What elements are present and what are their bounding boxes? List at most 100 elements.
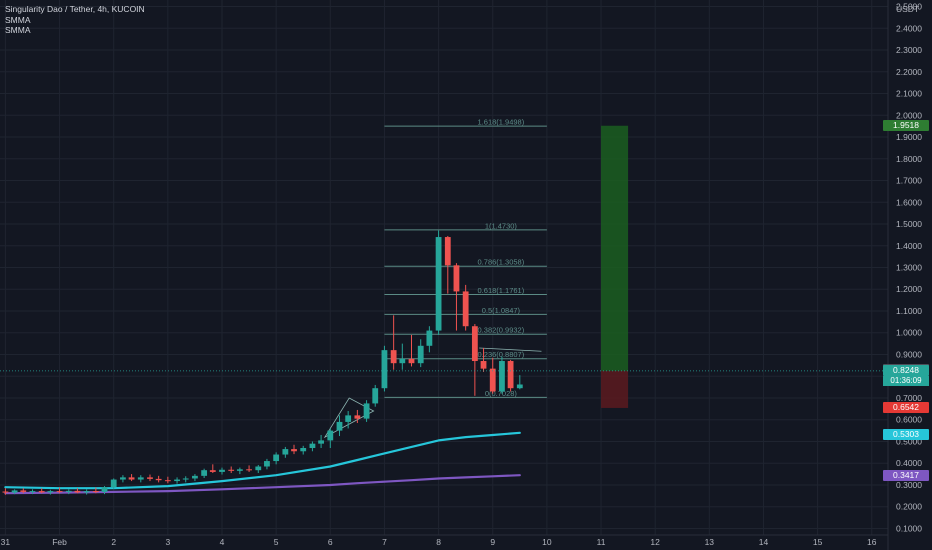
candle-up — [327, 430, 334, 441]
time-axis-tick: 6 — [328, 537, 333, 547]
time-axis-tick: 9 — [490, 537, 495, 547]
candle-up — [499, 361, 505, 392]
time-axis-tick: 13 — [705, 537, 715, 547]
candle-up — [372, 388, 379, 404]
chart-legend: Singularity Dao / Tether, 4h, KUCOIN SMM… — [5, 4, 145, 36]
indicator-smma-2[interactable]: SMMA — [5, 25, 31, 35]
candle-up — [137, 477, 144, 480]
time-axis-tick: 4 — [220, 537, 225, 547]
candle-up — [120, 477, 126, 480]
candle-up — [101, 487, 108, 492]
position-target-zone — [601, 125, 629, 371]
time-axis-tick: 16 — [867, 537, 877, 547]
time-axis-tick: 31 — [1, 537, 11, 547]
candle-up — [282, 449, 289, 455]
candle-down — [147, 477, 153, 479]
price-axis-tick: 1.8000 — [896, 154, 922, 164]
price-axis-tick: 1.9000 — [896, 132, 922, 142]
time-axis-tick: Feb — [52, 537, 67, 547]
candle-up — [399, 358, 406, 364]
price-axis-tick: 1.1000 — [896, 306, 922, 316]
fib-level-label: 0(0.7028) — [485, 389, 518, 398]
price-axis-tick: 0.2000 — [896, 502, 922, 512]
time-axis-tick: 7 — [382, 537, 387, 547]
candle-down — [354, 415, 361, 419]
candle-down — [462, 291, 469, 327]
candle-up — [65, 490, 72, 492]
pair-title: Singularity Dao / Tether, 4h, KUCOIN — [5, 4, 145, 14]
candle-up — [381, 350, 388, 389]
price-axis-tick: 2.0000 — [896, 110, 922, 120]
fib-level-label: 1.618(1.9498) — [478, 118, 525, 127]
price-axis-tick: 1.2000 — [896, 284, 922, 294]
candle-up — [83, 491, 90, 493]
candle-up — [236, 469, 243, 471]
candle-up — [29, 491, 36, 493]
candle-up — [417, 345, 424, 364]
fib-level-label: 0.618(1.1761) — [478, 286, 525, 295]
time-axis-tick: 3 — [165, 537, 170, 547]
candle-down — [453, 265, 460, 292]
candle-down — [128, 477, 135, 480]
indicator-smma-1[interactable]: SMMA — [5, 14, 31, 25]
price-axis-tick: 2.2000 — [896, 67, 922, 77]
candle-up — [192, 475, 198, 479]
candle-down — [471, 326, 478, 362]
price-axis-tick: 1.3000 — [896, 263, 922, 273]
candle-up — [426, 330, 433, 346]
candle-up — [201, 470, 208, 476]
candle-up — [110, 479, 117, 488]
candle-up — [300, 448, 307, 452]
price-axis-tick: 2.4000 — [896, 23, 922, 33]
price-tag: 1.9518 — [883, 120, 929, 132]
candle-down — [38, 491, 45, 493]
price-axis-tick: 1.6000 — [896, 197, 922, 207]
time-axis-tick: 10 — [542, 537, 552, 547]
candle-up — [182, 478, 189, 480]
price-axis-tick: 0.8000 — [896, 371, 922, 381]
fib-level-label: 0.236(0.8807) — [478, 350, 525, 359]
candle-up — [516, 384, 523, 389]
resistance-trendline — [479, 347, 542, 352]
time-axis-tick: 5 — [274, 537, 279, 547]
price-tag: 0.5303 — [883, 429, 929, 441]
candle-down — [74, 490, 81, 493]
candle-up — [174, 479, 180, 482]
fib-level-label: 0.5(1.0847) — [482, 306, 521, 315]
price-axis-tick: 0.6000 — [896, 415, 922, 425]
candle-down — [480, 361, 487, 369]
candle-up — [273, 454, 280, 462]
price-axis-tick: 2.3000 — [896, 45, 922, 55]
candle-up — [11, 490, 18, 493]
candle-up — [345, 415, 352, 422]
candle-up — [309, 443, 316, 449]
candle-down — [20, 490, 27, 492]
candle-up — [318, 440, 324, 444]
candle-up — [264, 461, 270, 467]
candle-down — [2, 491, 9, 493]
time-axis-tick: 2 — [111, 537, 116, 547]
candle-down — [408, 358, 415, 364]
price-axis-tick: 2.1000 — [896, 89, 922, 99]
price-axis-tick: 1.0000 — [896, 328, 922, 338]
fib-level-label: 0.786(1.3058) — [478, 258, 525, 267]
candle-up — [435, 237, 442, 331]
candle-up — [47, 491, 54, 493]
price-axis-tick: 0.5000 — [896, 436, 922, 446]
price-axis-tick: 1.5000 — [896, 219, 922, 229]
price-axis-tick: 1.4000 — [896, 241, 922, 251]
time-axis-tick: 12 — [650, 537, 660, 547]
price-tag: 0.6542 — [883, 402, 929, 414]
price-axis-tick: 0.9000 — [896, 349, 922, 359]
candle-down — [164, 480, 171, 482]
candle-up — [255, 466, 262, 471]
candle-down — [92, 491, 99, 493]
position-stop-zone — [601, 370, 629, 408]
bar-countdown: 01:36:09 — [883, 376, 929, 387]
price-axis-unit: USDT — [896, 4, 919, 14]
candle-down — [489, 368, 496, 392]
candle-down — [246, 469, 252, 471]
candle-down — [390, 350, 397, 364]
